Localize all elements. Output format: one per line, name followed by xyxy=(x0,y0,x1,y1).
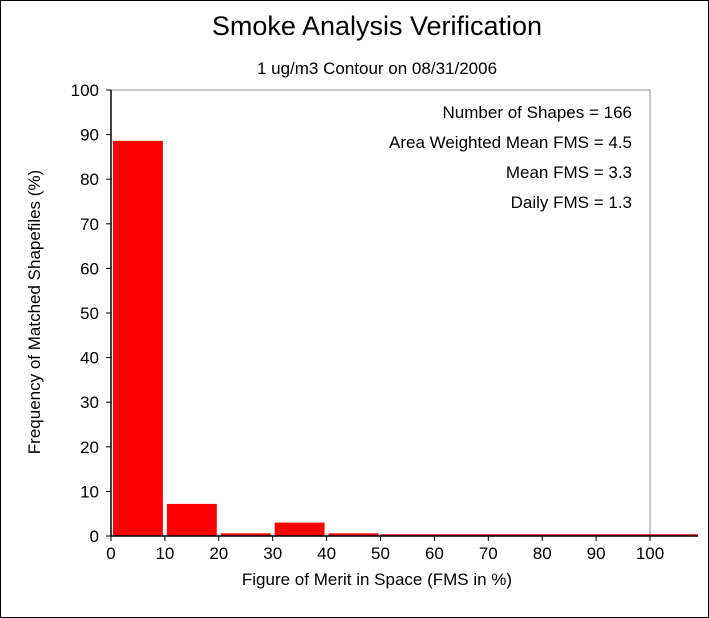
x-tick-label-80: 80 xyxy=(533,544,552,563)
y-tick-label-10: 10 xyxy=(80,482,99,501)
y-tick-label-20: 20 xyxy=(80,438,99,457)
bar-series xyxy=(113,140,698,536)
histogram-bar-20-30 xyxy=(220,533,271,536)
stat-annotation-3: Mean FMS = 3.3 xyxy=(506,163,632,182)
x-tick-label-30: 30 xyxy=(263,544,282,563)
x-tick-label-90: 90 xyxy=(587,544,606,563)
stat-annotation-4: Daily FMS = 1.3 xyxy=(511,193,632,212)
y-tick-label-90: 90 xyxy=(80,126,99,145)
x-tick-label-10: 10 xyxy=(155,544,174,563)
y-tick-labels: 0 10 20 30 40 50 60 70 80 90 100 xyxy=(71,81,99,546)
x-tick-label-70: 70 xyxy=(479,544,498,563)
y-tick-label-40: 40 xyxy=(80,349,99,368)
histogram-bar-10-20 xyxy=(166,503,217,536)
plot-area xyxy=(110,89,651,537)
y-tick-label-80: 80 xyxy=(80,170,99,189)
y-tick-label-30: 30 xyxy=(80,393,99,412)
stat-annotation-1: Number of Shapes = 166 xyxy=(443,103,632,122)
y-tick-label-50: 50 xyxy=(80,304,99,323)
y-tick-label-70: 70 xyxy=(80,215,99,234)
x-tick-label-0: 0 xyxy=(106,544,115,563)
y-tick-label-60: 60 xyxy=(80,259,99,278)
x-tick-label-20: 20 xyxy=(209,544,228,563)
x-tick-label-50: 50 xyxy=(371,544,390,563)
x-axis-label: Figure of Merit in Space (FMS in %) xyxy=(242,570,512,589)
axes xyxy=(106,89,698,541)
histogram-bar-30-40 xyxy=(274,522,325,536)
chart-subtitle: 1 ug/m3 Contour on 08/31/2006 xyxy=(257,59,497,78)
histogram-bar-40-50 xyxy=(328,533,379,536)
y-tick-label-0: 0 xyxy=(90,527,99,546)
y-tick-label-100: 100 xyxy=(71,81,99,100)
x-tick-label-60: 60 xyxy=(425,544,444,563)
x-tick-labels: 0 10 20 30 40 50 60 70 80 90 100 xyxy=(106,544,664,563)
y-axis-label: Frequency of Matched Shapefiles (%) xyxy=(25,170,44,454)
histogram-bar-0-10 xyxy=(113,140,163,536)
stats-annotations: Number of Shapes = 166 Area Weighted Mean… xyxy=(389,103,632,212)
x-tick-label-100: 100 xyxy=(636,544,664,563)
chart-title: Smoke Analysis Verification xyxy=(212,11,542,41)
stat-annotation-2: Area Weighted Mean FMS = 4.5 xyxy=(389,133,632,152)
x-tick-label-40: 40 xyxy=(317,544,336,563)
